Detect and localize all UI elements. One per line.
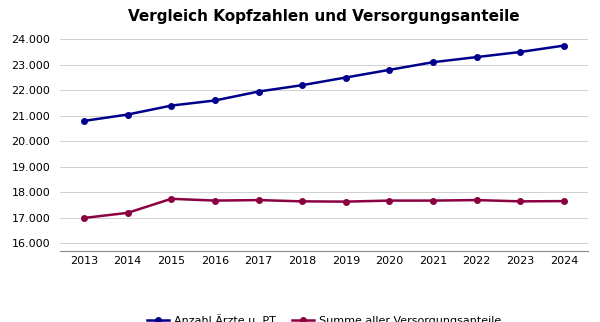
Summe aller Versorgungsanteile (167, 197, 175, 201)
Summe aller Versorgungsanteile (124, 211, 131, 215)
Legend: Anzahl Ärzte u. PT, Summe aller Versorgungsanteile: Anzahl Ärzte u. PT, Summe aller Versorgu… (142, 311, 506, 322)
Anzahl Ärzte u. PT (473, 55, 481, 59)
Anzahl Ärzte u. PT (124, 113, 131, 117)
Anzahl Ärzte u. PT (167, 104, 175, 108)
Line: Anzahl Ärzte u. PT: Anzahl Ärzte u. PT (81, 43, 567, 124)
Summe aller Versorgungsanteile (560, 199, 568, 203)
Anzahl Ärzte u. PT (386, 68, 393, 72)
Anzahl Ärzte u. PT (560, 44, 568, 48)
Title: Vergleich Kopfzahlen und Versorgungsanteile: Vergleich Kopfzahlen und Versorgungsante… (128, 9, 520, 24)
Anzahl Ärzte u. PT (255, 90, 262, 93)
Anzahl Ärzte u. PT (211, 99, 218, 102)
Line: Summe aller Versorgungsanteile: Summe aller Versorgungsanteile (81, 196, 567, 221)
Anzahl Ärzte u. PT (517, 50, 524, 54)
Summe aller Versorgungsanteile (342, 200, 349, 204)
Anzahl Ärzte u. PT (299, 83, 306, 87)
Summe aller Versorgungsanteile (517, 199, 524, 203)
Anzahl Ärzte u. PT (80, 119, 88, 123)
Summe aller Versorgungsanteile (430, 199, 437, 203)
Summe aller Versorgungsanteile (299, 199, 306, 203)
Summe aller Versorgungsanteile (473, 198, 481, 202)
Anzahl Ärzte u. PT (430, 60, 437, 64)
Anzahl Ärzte u. PT (342, 76, 349, 80)
Summe aller Versorgungsanteile (386, 199, 393, 203)
Summe aller Versorgungsanteile (255, 198, 262, 202)
Summe aller Versorgungsanteile (211, 199, 218, 203)
Summe aller Versorgungsanteile (80, 216, 88, 220)
